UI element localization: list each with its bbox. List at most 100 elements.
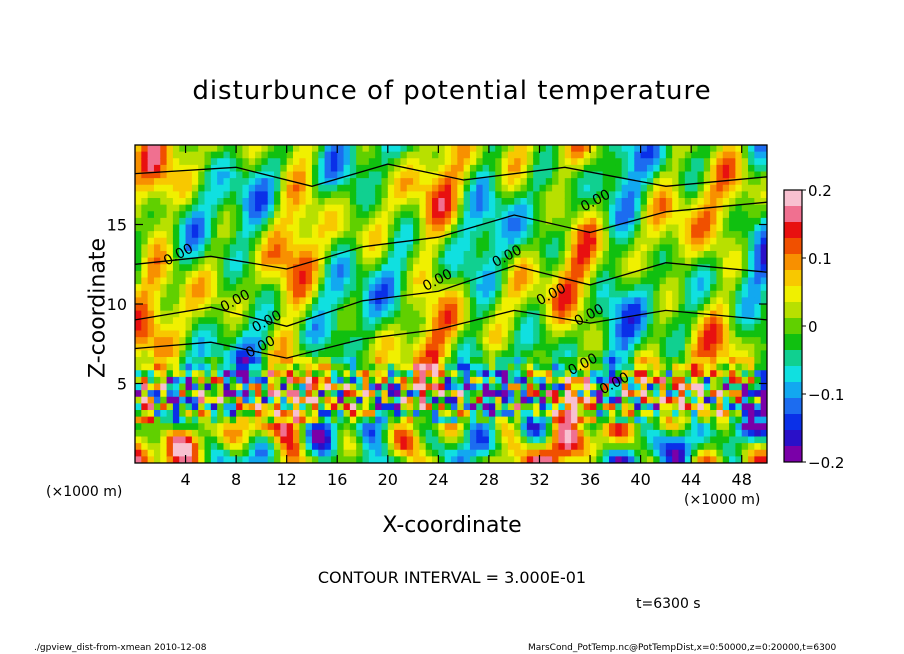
field-cell [760, 343, 767, 351]
field-cell [590, 178, 597, 186]
field-cell [305, 310, 313, 318]
field-cell [343, 237, 351, 245]
field-cell [703, 237, 711, 245]
field-cell [267, 396, 275, 404]
field-cell [255, 264, 262, 272]
field-cell [356, 363, 364, 371]
field-cell [413, 151, 420, 159]
field-cell [286, 277, 294, 285]
footer-source: MarsCond_PotTemp.nc@PotTempDist,x=0:5000… [528, 643, 837, 653]
field-cell [457, 231, 465, 239]
field-cell [583, 171, 591, 179]
field-cell [482, 403, 490, 411]
field-cell [558, 376, 566, 385]
field-cell [185, 237, 193, 245]
field-cell [280, 383, 288, 391]
field-cell [160, 198, 168, 206]
field-cell [533, 410, 541, 418]
field-cell [558, 290, 566, 298]
field-cell [236, 191, 244, 199]
field-cell [640, 224, 648, 232]
field-cell [419, 284, 427, 292]
field-cell [141, 383, 149, 391]
field-cell [488, 436, 496, 444]
field-cell [653, 164, 661, 173]
field-cell [368, 251, 376, 259]
field-cell [419, 436, 427, 444]
field-cell [722, 429, 730, 438]
field-cell [672, 264, 680, 272]
field-cell [545, 436, 553, 444]
field-cell [697, 277, 705, 285]
field-cell [362, 257, 370, 265]
field-cell [514, 350, 522, 358]
field-cell [147, 231, 155, 239]
field-cell [425, 410, 433, 418]
field-cell [451, 343, 458, 351]
field-cell [375, 456, 383, 463]
field-cell [438, 204, 446, 212]
field-cell [571, 416, 578, 424]
field-cell [349, 231, 357, 239]
field-cell [191, 297, 199, 305]
field-cell [729, 251, 736, 259]
field-cell [141, 158, 149, 166]
field-cell [501, 198, 509, 206]
field-cell [432, 390, 439, 398]
field-cell [741, 449, 749, 457]
field-cell [236, 224, 244, 232]
field-cell [507, 350, 515, 358]
field-cell [419, 423, 427, 431]
field-cell [596, 383, 604, 391]
field-cell [710, 337, 718, 345]
field-cell [349, 363, 357, 371]
field-cell [305, 443, 313, 451]
field-cell [141, 164, 149, 173]
field-cell [507, 337, 515, 345]
field-cell [432, 429, 439, 438]
field-cell [425, 310, 433, 318]
field-cell [590, 251, 597, 259]
field-cell [356, 171, 364, 179]
field-cell [394, 244, 402, 252]
field-cell [640, 304, 648, 312]
field-cell [191, 217, 199, 226]
field-cell [577, 171, 585, 179]
field-cell [672, 304, 680, 312]
field-cell [678, 164, 686, 173]
field-cell [678, 357, 686, 365]
field-cell [469, 416, 477, 424]
field-cell [311, 290, 319, 298]
field-cell [716, 443, 724, 451]
field-cell [147, 304, 155, 312]
field-cell [451, 204, 458, 212]
field-cell [526, 449, 534, 457]
field-cell [444, 396, 452, 404]
field-cell [394, 184, 402, 192]
field-cell [255, 244, 262, 252]
field-cell [368, 376, 376, 385]
field-cell [236, 396, 244, 404]
field-cell [760, 237, 767, 245]
field-cell [583, 343, 591, 351]
field-cell [318, 237, 326, 245]
field-cell [280, 191, 288, 199]
field-cell [495, 224, 503, 232]
field-cell [507, 310, 515, 318]
field-cell [659, 357, 667, 365]
field-cell [646, 310, 654, 318]
field-cell [198, 237, 206, 245]
field-cell [267, 390, 275, 398]
field-cell [646, 244, 654, 252]
field-cell [451, 337, 458, 345]
field-cell [627, 244, 635, 252]
field-cell [533, 396, 541, 404]
field-cell [185, 436, 193, 444]
x-tick-label: 40 [630, 470, 650, 489]
field-cell [166, 357, 174, 365]
field-cell [160, 224, 168, 232]
field-cell [735, 198, 743, 206]
field-cell [590, 158, 597, 166]
field-cell [571, 443, 578, 451]
field-cell [311, 198, 319, 206]
